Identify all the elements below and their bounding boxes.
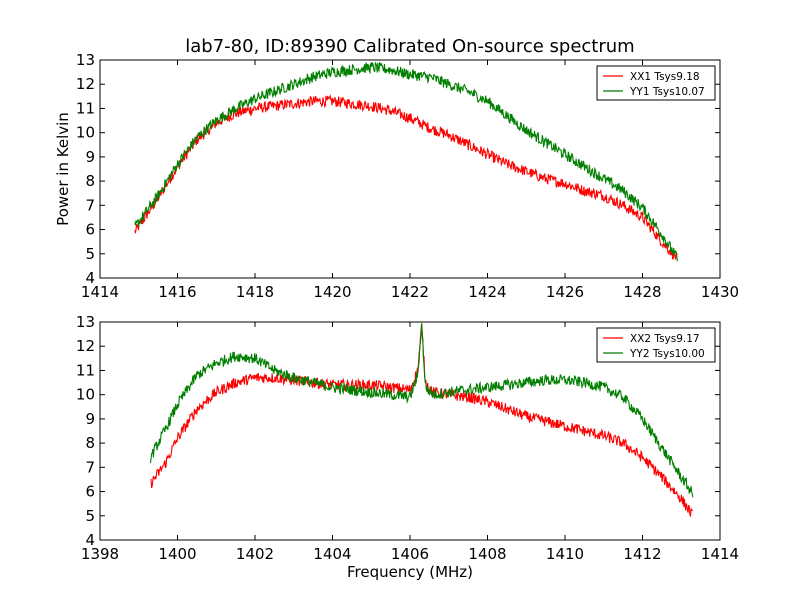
y-tick-label: 12 [76, 337, 95, 355]
x-tick-label: 1412 [623, 545, 661, 563]
legend: XX2 Tsys9.17 YY2 Tsys10.00 [596, 327, 716, 363]
x-tick-label: 1398 [81, 545, 119, 563]
legend-entry: YY1 Tsys10.07 [629, 86, 705, 98]
chart-panel-1: 1414 1416 1418 1420 1422 1424 1426 1428 1430 4 5 6 7… [54, 36, 739, 301]
x-tick-label: 1426 [546, 283, 584, 301]
series-line-2-2 [149, 323, 694, 498]
x-tick-label: 1430 [701, 283, 739, 301]
y-tick-label: 13 [76, 313, 95, 331]
y-tick-label: 10 [76, 124, 95, 142]
x-axis-label: Frequency (MHz) [347, 563, 473, 581]
series-line-1-2 [134, 61, 678, 262]
y-tick-label: 7 [85, 196, 95, 214]
y-tick-label: 11 [76, 99, 95, 117]
x-tick-label: 1402 [236, 545, 274, 563]
x-tick-label: 1424 [468, 283, 506, 301]
y-tick-label: 11 [76, 361, 95, 379]
y-tick-label: 8 [85, 172, 95, 190]
legend-box [596, 65, 716, 101]
y-tick-label: 9 [85, 148, 95, 166]
x-tick-label: 1418 [236, 283, 274, 301]
y-tick-label: 4 [85, 269, 95, 287]
y-tick-label: 13 [76, 51, 95, 69]
y-axis-label: Power in Kelvin [54, 112, 72, 226]
y-tick-label: 9 [85, 410, 95, 428]
x-tick-label: 1416 [158, 283, 196, 301]
y-tick-label: 7 [85, 458, 95, 476]
legend-entry: YY2 Tsys10.00 [629, 348, 705, 360]
x-tick-label: 1422 [391, 283, 429, 301]
y-tick-label: 6 [85, 221, 95, 239]
y-tick-label: 5 [85, 507, 95, 525]
x-tick-label: 1408 [468, 545, 506, 563]
x-tick-label: 1428 [623, 283, 661, 301]
legend: XX1 Tsys9.18 YY1 Tsys10.07 [596, 65, 716, 101]
y-tick-label: 12 [76, 75, 95, 93]
x-tick-label: 1414 [701, 545, 739, 563]
x-tick-label: 1404 [313, 545, 351, 563]
y-tick-label: 10 [76, 386, 95, 404]
chart-panel-2: 1398 1400 1402 1404 1406 1408 1410 1412 14144567… [76, 313, 739, 581]
x-tick-label: 1400 [158, 545, 196, 563]
chart-title: lab7-80, ID:89390 Calibrated On-source s… [185, 36, 634, 57]
y-tick-label: 5 [85, 245, 95, 263]
x-tick-label: 1414 [81, 283, 119, 301]
x-tick-label: 1410 [546, 545, 584, 563]
y-tick-label: 6 [85, 483, 95, 501]
legend-box [596, 327, 716, 363]
x-tick-label: 1406 [391, 545, 429, 563]
legend-entry: XX2 Tsys9.17 [630, 333, 700, 345]
y-tick-label: 4 [85, 531, 95, 549]
x-tick-label: 1420 [313, 283, 351, 301]
y-tick-label: 8 [85, 434, 95, 452]
legend-entry: XX1 Tsys9.18 [630, 71, 700, 83]
